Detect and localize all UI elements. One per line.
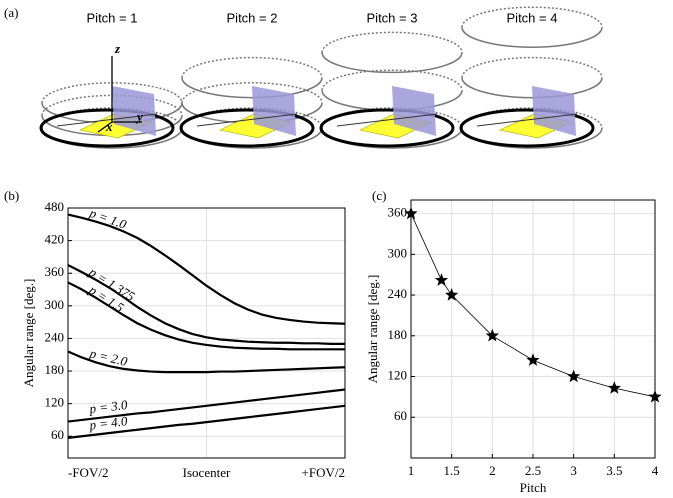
helix-back <box>181 56 323 78</box>
helix-back <box>321 31 463 53</box>
x-tick-label: 1 <box>408 463 415 478</box>
illustration-title: Pitch = 3 <box>367 10 418 25</box>
y-tick-label: 240 <box>388 286 408 301</box>
plot-frame <box>67 207 346 459</box>
helix-back <box>461 56 603 78</box>
y-axis-label: Angular range [deg.] <box>21 279 36 388</box>
helix-back <box>321 69 463 91</box>
x-tick-label: +FOV/2 <box>302 465 345 480</box>
x-tick-label: -FOV/2 <box>68 465 108 480</box>
star-marker <box>445 288 459 301</box>
panel-label: (a) <box>4 5 18 20</box>
star-marker <box>404 206 418 220</box>
illustration-title: Pitch = 4 <box>507 10 558 25</box>
series-line <box>67 213 346 325</box>
helix-front <box>181 77 323 99</box>
y-tick-label: 360 <box>45 264 65 279</box>
x-tick-label: 3.5 <box>606 463 622 478</box>
helix-back <box>181 82 323 103</box>
star-marker <box>607 381 621 394</box>
helix-front <box>461 27 603 48</box>
axis-arrow <box>97 121 113 133</box>
series-line <box>67 404 346 439</box>
series-line <box>67 264 345 345</box>
y-tick-label: 240 <box>45 329 65 344</box>
star-marker <box>648 389 662 403</box>
star-marker <box>567 369 581 383</box>
y-axis-label: Angular range [deg.] <box>365 275 380 384</box>
x-tick-label: 2.5 <box>525 463 541 478</box>
y-tick-label: 180 <box>45 362 65 377</box>
x-axis-label: Pitch <box>520 480 547 495</box>
plot-frame <box>410 199 656 459</box>
y-tick-label: 120 <box>45 395 65 410</box>
y-tick-label: 60 <box>394 408 407 423</box>
series-line <box>67 281 345 351</box>
scan-orbit <box>179 108 315 148</box>
helix-back <box>461 6 603 28</box>
scan-orbit <box>459 108 595 148</box>
ray <box>56 113 158 127</box>
y-tick-label: 180 <box>388 327 408 342</box>
y-tick-label: 300 <box>388 245 408 260</box>
x-tick-label: 3 <box>570 463 577 478</box>
star-marker <box>526 353 540 366</box>
y-tick-label: 60 <box>51 427 64 442</box>
panel-label: (b) <box>4 188 19 203</box>
ray <box>196 113 298 127</box>
helix-front <box>321 52 463 74</box>
series-line <box>67 350 346 374</box>
x-tick-label: 2 <box>489 463 496 478</box>
y-tick-label: 420 <box>45 232 65 247</box>
y-tick-label: 300 <box>45 297 65 312</box>
axis-name: x <box>105 119 113 134</box>
detector <box>252 86 296 136</box>
scan-orbit <box>319 108 455 148</box>
series-label: p = 3.0 <box>88 397 129 417</box>
ray <box>336 113 438 127</box>
panel-label: (c) <box>372 188 386 203</box>
series-line <box>67 388 346 423</box>
helix-front <box>461 77 603 99</box>
helix-illustration <box>319 31 463 149</box>
detector <box>532 86 576 136</box>
illustration-title: Pitch = 2 <box>227 10 278 25</box>
x-tick-label: Isocenter <box>183 465 231 480</box>
x-tick-label: 4 <box>652 463 659 478</box>
series-label: p = 1.0 <box>87 205 129 232</box>
illustration-title: Pitch = 1 <box>87 10 138 25</box>
detector <box>392 86 436 136</box>
scan-orbit <box>39 108 175 148</box>
x-tick-label: 1.5 <box>444 463 460 478</box>
y-tick-label: 120 <box>388 368 408 383</box>
star-marker <box>485 328 499 342</box>
y-tick-label: 360 <box>388 205 408 220</box>
star-marker <box>434 273 449 286</box>
ray <box>476 113 578 127</box>
y-tick-label: 480 <box>45 199 65 214</box>
axis-name: y <box>135 109 143 124</box>
helix-front <box>321 90 463 111</box>
helix-illustration <box>179 56 323 149</box>
axis-name: z <box>114 41 121 56</box>
detector <box>112 86 156 136</box>
series-label: p = 4.0 <box>88 413 129 433</box>
helix-illustration <box>459 6 603 149</box>
